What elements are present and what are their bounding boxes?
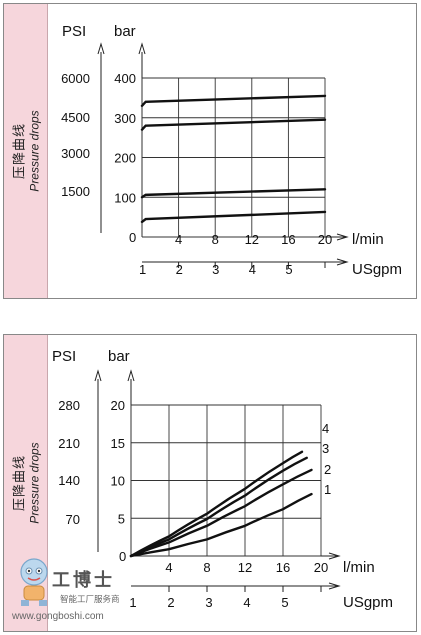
bar-tick-label: 20 [111, 398, 125, 413]
series-line-1 [129, 492, 313, 558]
x-tick-label: 16 [276, 560, 290, 575]
psi-unit-label: PSI [62, 23, 86, 40]
bar-axis-arrow [127, 369, 135, 382]
x-tick-label: 16 [281, 232, 295, 247]
x-tick-label: 8 [203, 560, 210, 575]
bar-tick-label: 0 [129, 230, 136, 245]
bar-tick-label: 400 [114, 71, 136, 86]
x2-tick-label: 5 [281, 595, 288, 610]
x2-tick-label: 2 [176, 262, 183, 277]
x2-tick-label: 4 [243, 595, 250, 610]
x2-unit-label: USgpm [352, 261, 402, 278]
series-line-4 [140, 210, 327, 224]
series-line-3 [140, 188, 327, 199]
x-tick-label: 4 [175, 232, 182, 247]
x-unit-label: l/min [352, 231, 384, 248]
psi-tick-label: 1500 [61, 184, 90, 199]
x-tick-label: 20 [314, 560, 328, 575]
series-line-2 [140, 118, 327, 131]
x2-tick-label: 1 [139, 262, 146, 277]
x-unit-label: l/min [343, 559, 375, 576]
x2-axis-arrow [336, 258, 349, 266]
psi-tick-label: 210 [58, 436, 80, 451]
watermark-subtitle: 智能工厂服务商 [60, 595, 120, 605]
x-tick-label: 8 [212, 232, 219, 247]
x2-axis-arrow [328, 582, 341, 590]
psi-tick-label: 3000 [61, 146, 90, 161]
series-line-3 [129, 456, 308, 558]
bar-tick-label: 0 [119, 549, 126, 564]
bar-tick-label: 10 [111, 474, 125, 489]
bar-unit-label: bar [114, 23, 136, 40]
x2-tick-label: 1 [129, 595, 136, 610]
series-label-3: 3 [322, 441, 329, 456]
bar-axis-arrow [138, 42, 146, 55]
x-tick-label: 4 [165, 560, 172, 575]
x-axis-arrow [336, 233, 349, 241]
series-label-4: 4 [322, 421, 329, 436]
bar-tick-label: 15 [111, 436, 125, 451]
series-line-1 [140, 94, 327, 108]
side-label-panel-1: 压降曲线 Pressure drops [4, 4, 48, 298]
x-tick-label: 12 [238, 560, 252, 575]
robot-logo-icon [20, 558, 48, 606]
chart-panel-1: 压降曲线 Pressure drops PSI bar 400 300 200 100 0 6… [3, 3, 417, 299]
bar-tick-label: 200 [114, 151, 136, 166]
psi-tick-label: 140 [58, 473, 80, 488]
watermark-title: 工博士 [52, 570, 115, 591]
psi-unit-label: PSI [52, 348, 76, 365]
psi-tick-label: 280 [58, 398, 80, 413]
psi-axis-arrow [97, 42, 105, 55]
x-tick-label: 20 [318, 232, 332, 247]
psi-axis-arrow [94, 369, 102, 382]
bar-tick-label: 300 [114, 111, 136, 126]
x2-tick-label: 5 [285, 262, 292, 277]
x2-tick-label: 4 [249, 262, 256, 277]
bar-tick-label: 5 [118, 511, 125, 526]
series-line-4 [129, 450, 304, 558]
bar-unit-label: bar [108, 348, 130, 365]
psi-tick-label: 4500 [61, 110, 90, 125]
x-tick-label: 12 [245, 232, 259, 247]
x2-tick-label: 3 [212, 262, 219, 277]
bar-tick-label: 100 [114, 190, 136, 205]
series-line-2 [129, 468, 313, 558]
x-axis-arrow [328, 552, 341, 560]
chart-panel-2: 压降曲线 Pressure drops PSI bar 20 15 10 5 0 280 210… [3, 334, 417, 632]
series-label-2: 2 [324, 462, 331, 477]
psi-tick-label: 70 [66, 512, 80, 527]
x2-tick-label: 2 [167, 595, 174, 610]
watermark-url: www.gongboshi.com [12, 611, 104, 622]
series-label-1: 1 [324, 482, 331, 497]
x2-tick-label: 3 [205, 595, 212, 610]
psi-tick-label: 6000 [61, 71, 90, 86]
x2-unit-label: USgpm [343, 594, 393, 611]
